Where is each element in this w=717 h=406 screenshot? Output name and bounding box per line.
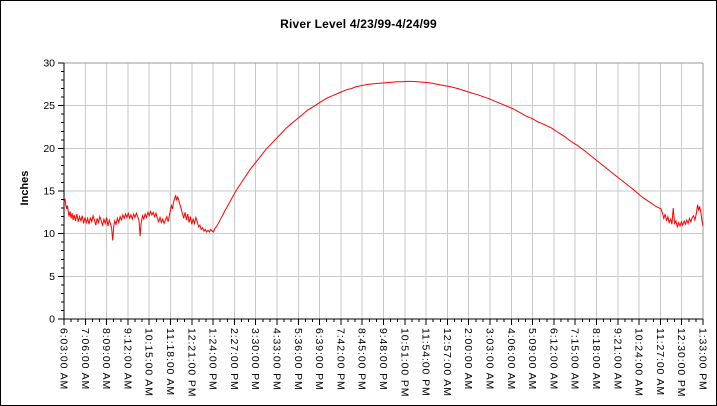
x-tick-label: 12:21:00 PM	[185, 328, 197, 397]
y-tick-label: 15	[43, 186, 55, 198]
x-tick-label: 7:15:00 AM	[569, 328, 581, 390]
x-tick-label: 7:06:00 AM	[79, 328, 91, 390]
x-tick-label: 10:24:00 AM	[633, 328, 645, 397]
y-tick-label: 10	[43, 228, 55, 240]
x-tick-label: 6:03:00 AM	[58, 328, 70, 390]
x-tick-label: 3:03:00 AM	[484, 328, 496, 390]
x-tick-label: 4:06:00 AM	[505, 328, 517, 390]
x-tick-label: 9:21:00 AM	[611, 328, 623, 390]
river-level-line	[63, 80, 704, 241]
x-tick-label: 3:30:00 PM	[249, 328, 261, 391]
y-tick-label: 20	[43, 143, 55, 155]
x-tick-label: 1:24:00 PM	[207, 328, 219, 391]
x-tick-label: 12:30:00 PM	[675, 328, 687, 397]
x-tick-label: 10:15:00 AM	[143, 328, 155, 397]
y-tick-label: 0	[49, 314, 55, 326]
y-tick-label: 5	[49, 271, 55, 283]
x-tick-label: 2:27:00 PM	[228, 328, 240, 391]
x-tick-label: 8:45:00 PM	[356, 328, 368, 391]
x-tick-label: 6:39:00 PM	[313, 328, 325, 391]
x-tick-label: 4:33:00 PM	[271, 328, 283, 391]
x-tick-label: 7:42:00 PM	[334, 328, 346, 391]
x-tick-label: 9:12:00 AM	[121, 328, 133, 390]
x-tick-label: 5:36:00 PM	[292, 328, 304, 391]
x-tick-label: 9:48:00 PM	[377, 328, 389, 391]
x-tick-label: 8:18:00 AM	[590, 328, 602, 390]
x-tick-label: 12:57:00 AM	[441, 328, 453, 397]
x-tick-label: 11:18:00 AM	[164, 328, 176, 396]
y-tick-label: 30	[43, 58, 55, 70]
x-tick-label: 8:09:00 AM	[100, 328, 112, 390]
x-tick-label: 11:27:00 AM	[654, 328, 666, 396]
x-tick-label: 10:51:00 PM	[398, 328, 410, 397]
x-tick-label: 6:12:00 AM	[547, 328, 559, 390]
x-tick-label: 5:09:00 AM	[526, 328, 538, 390]
x-tick-label: 11:54:00 PM	[420, 328, 432, 397]
chart-title: River Level 4/23/99-4/24/99	[280, 17, 437, 31]
x-tick-label: 1:33:00 PM	[697, 328, 709, 391]
y-tick-label: 25	[43, 100, 55, 112]
x-tick-label: 2:00:00 AM	[462, 328, 474, 390]
